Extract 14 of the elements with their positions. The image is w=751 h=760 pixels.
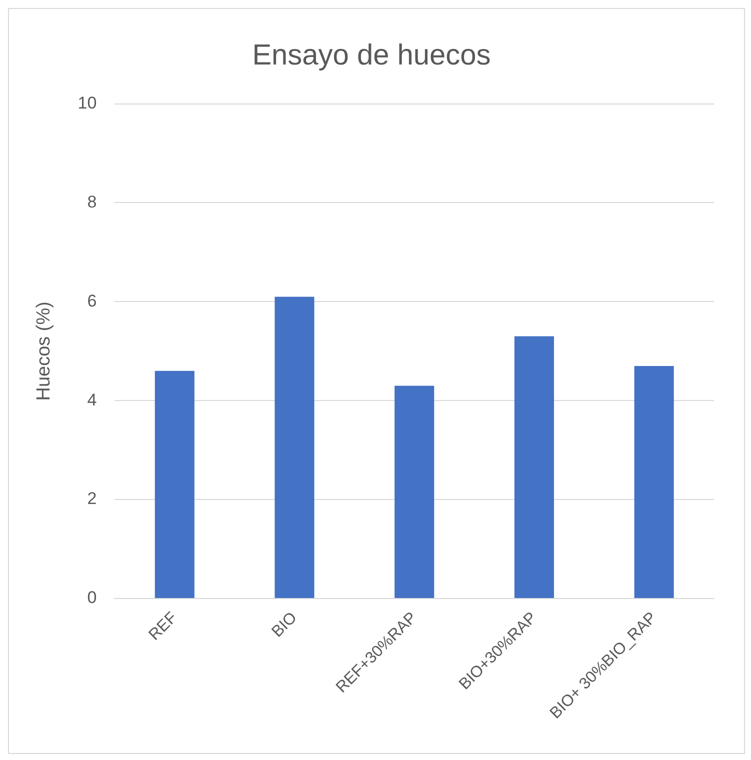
bar	[394, 386, 434, 598]
y-tick-label: 4	[87, 390, 97, 410]
y-tick-label: 2	[87, 489, 97, 508]
chart-title: Ensayo de huecos	[252, 39, 491, 72]
y-tick-label: 10	[78, 93, 97, 112]
bar	[514, 336, 554, 598]
y-axis-title: Huecos (%)	[34, 302, 55, 401]
y-tick-label: 8	[87, 192, 97, 212]
y-tick-label: 0	[87, 588, 97, 608]
bar	[634, 366, 674, 598]
bar	[274, 296, 314, 598]
x-tick-label: BIO	[268, 609, 300, 641]
bar	[154, 370, 194, 598]
y-tick-label: 6	[87, 291, 97, 310]
